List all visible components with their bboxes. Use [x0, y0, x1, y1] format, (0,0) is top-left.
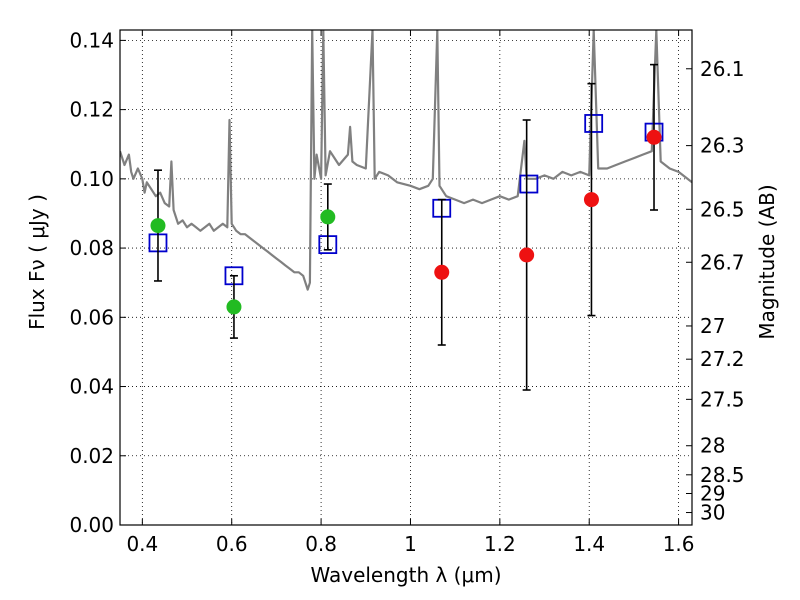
y-tick-label: 0.14 [69, 28, 114, 52]
mag-tick-label: 27.2 [700, 347, 745, 371]
mag-tick-label: 27.5 [700, 387, 745, 411]
spectrum-line [120, 30, 692, 291]
spectrum-layer [120, 30, 692, 291]
model-square-marker [519, 174, 539, 194]
y-tick-label: 0.10 [69, 167, 114, 191]
y-axis-label: Flux Fν ( μJy ) [25, 194, 49, 330]
y-tick-label: 0.12 [69, 98, 114, 122]
y-axis-left: 0.00 0.02 0.04 0.06 0.08 0.10 0.12 0.14 [69, 28, 126, 537]
mag-tick-label: 26.3 [700, 134, 745, 158]
y-tick-label: 0.02 [69, 444, 114, 468]
y-axis-right-label: Magnitude (AB) [755, 184, 779, 339]
data-point [519, 247, 535, 263]
x-tick-label: 1.4 [573, 532, 605, 556]
x-tick-label: 1 [404, 532, 417, 556]
data-point [150, 218, 166, 234]
mag-tick-label: 26.1 [700, 57, 745, 81]
y-tick-label: 0.08 [69, 236, 114, 260]
marker-layer [148, 63, 664, 391]
y-tick-label: 0.00 [69, 513, 114, 537]
y-tick-label: 0.06 [69, 305, 114, 329]
x-axis: 0.4 0.6 0.8 1 1.2 1.4 1.6 [126, 30, 695, 556]
x-tick-label: 0.4 [126, 532, 158, 556]
data-point [226, 299, 242, 315]
mag-tick-label: 27 [700, 314, 725, 338]
x-tick-label: 0.6 [216, 532, 248, 556]
mag-tick-label: 26.5 [700, 197, 745, 221]
x-tick-label: 1.2 [484, 532, 516, 556]
x-axis-label: Wavelength λ (μm) [310, 563, 501, 587]
x-tick-label: 0.8 [305, 532, 337, 556]
plot-frame [119, 29, 693, 526]
y-tick-label: 0.04 [69, 375, 114, 399]
mag-tick-label: 29 [700, 482, 725, 506]
model-square-marker [584, 114, 604, 133]
data-point [646, 129, 662, 145]
data-point [320, 209, 336, 225]
mag-tick-label: 28.5 [700, 463, 745, 487]
data-point [434, 264, 450, 280]
data-point [583, 192, 599, 208]
mag-tick-label: 28 [700, 434, 725, 458]
x-tick-label: 1.6 [663, 532, 695, 556]
mag-tick-label: 26.7 [700, 250, 745, 274]
mag-tick-label: 30 [700, 501, 725, 525]
